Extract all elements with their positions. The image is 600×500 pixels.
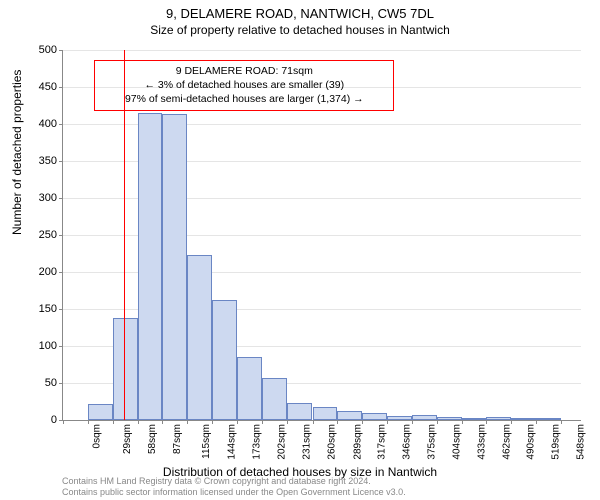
xtick-mark: [486, 420, 487, 424]
histogram-bar: [437, 417, 462, 420]
histogram-bar: [287, 403, 312, 420]
xtick-label: 462sqm: [501, 424, 512, 460]
xtick-mark: [88, 420, 89, 424]
xtick-mark: [63, 420, 64, 424]
histogram-bar: [237, 357, 262, 420]
xtick-mark: [162, 420, 163, 424]
histogram-bar: [462, 418, 486, 420]
plot-area: 0501001502002503003504004505000sqm29sqm5…: [62, 50, 581, 421]
xtick-mark: [561, 420, 562, 424]
ytick-label: 0: [27, 414, 57, 426]
xtick-label: 0sqm: [91, 424, 102, 448]
xtick-label: 289sqm: [352, 424, 363, 460]
annotation-line: 97% of semi-detached houses are larger (…: [101, 92, 387, 106]
histogram-bar: [511, 418, 536, 420]
histogram-bar: [262, 378, 287, 420]
xtick-mark: [287, 420, 288, 424]
ytick-label: 350: [27, 155, 57, 167]
xtick-mark: [387, 420, 388, 424]
histogram-bar: [362, 413, 387, 420]
histogram-bar: [337, 411, 362, 420]
ytick-label: 400: [27, 118, 57, 130]
xtick-mark: [113, 420, 114, 424]
ytick-mark: [59, 235, 63, 236]
histogram-bar: [187, 255, 212, 420]
ytick-label: 150: [27, 303, 57, 315]
xtick-label: 260sqm: [327, 424, 338, 460]
xtick-label: 173sqm: [252, 424, 263, 460]
histogram-bar: [88, 404, 113, 420]
xtick-label: 548sqm: [576, 424, 587, 460]
ytick-mark: [59, 50, 63, 51]
ytick-label: 100: [27, 340, 57, 352]
footer-line-1: Contains HM Land Registry data © Crown c…: [62, 476, 406, 487]
xtick-mark: [511, 420, 512, 424]
xtick-label: 490sqm: [526, 424, 537, 460]
xtick-label: 58sqm: [147, 424, 158, 454]
ytick-mark: [59, 272, 63, 273]
histogram-bar: [536, 418, 561, 420]
xtick-mark: [437, 420, 438, 424]
footer-line-2: Contains public sector information licen…: [62, 487, 406, 498]
xtick-mark: [212, 420, 213, 424]
xtick-mark: [412, 420, 413, 424]
ytick-label: 250: [27, 229, 57, 241]
xtick-label: 115sqm: [201, 424, 212, 459]
xtick-label: 317sqm: [376, 424, 387, 460]
xtick-mark: [337, 420, 338, 424]
xtick-mark: [237, 420, 238, 424]
xtick-mark: [536, 420, 537, 424]
histogram-bar: [138, 113, 162, 420]
ytick-label: 450: [27, 81, 57, 93]
ytick-mark: [59, 87, 63, 88]
histogram-bar: [387, 416, 412, 420]
xtick-label: 87sqm: [172, 424, 183, 454]
ytick-label: 200: [27, 266, 57, 278]
xtick-mark: [138, 420, 139, 424]
xtick-label: 202sqm: [277, 424, 288, 460]
ytick-mark: [59, 309, 63, 310]
histogram-bar: [412, 415, 437, 420]
xtick-label: 231sqm: [302, 424, 313, 460]
page-title: 9, DELAMERE ROAD, NANTWICH, CW5 7DL: [0, 0, 600, 21]
xtick-label: 144sqm: [227, 424, 238, 460]
histogram-bar: [212, 300, 237, 420]
xtick-mark: [362, 420, 363, 424]
xtick-label: 404sqm: [451, 424, 462, 460]
xtick-label: 433sqm: [476, 424, 487, 460]
y-axis-label: Number of detached properties: [10, 70, 24, 235]
ytick-label: 500: [27, 44, 57, 56]
ytick-mark: [59, 383, 63, 384]
xtick-label: 519sqm: [551, 424, 562, 460]
xtick-mark: [187, 420, 188, 424]
histogram-bar: [113, 318, 138, 420]
histogram-chart: 0501001502002503003504004505000sqm29sqm5…: [62, 50, 580, 420]
gridline: [63, 50, 581, 51]
ytick-mark: [59, 346, 63, 347]
histogram-bar: [313, 407, 337, 420]
xtick-mark: [313, 420, 314, 424]
ytick-mark: [59, 198, 63, 199]
ytick-label: 300: [27, 192, 57, 204]
ytick-mark: [59, 161, 63, 162]
annotation-line: 9 DELAMERE ROAD: 71sqm: [101, 64, 387, 78]
xtick-mark: [262, 420, 263, 424]
chart-container: 9, DELAMERE ROAD, NANTWICH, CW5 7DL Size…: [0, 0, 600, 500]
ytick-mark: [59, 124, 63, 125]
xtick-label: 375sqm: [426, 424, 437, 460]
annotation-line: ← 3% of detached houses are smaller (39): [101, 78, 387, 92]
footer-attribution: Contains HM Land Registry data © Crown c…: [62, 476, 406, 498]
histogram-bar: [486, 417, 511, 420]
histogram-bar: [162, 114, 187, 420]
xtick-label: 346sqm: [401, 424, 412, 460]
annotation-box: 9 DELAMERE ROAD: 71sqm← 3% of detached h…: [94, 60, 394, 111]
xtick-mark: [462, 420, 463, 424]
page-subtitle: Size of property relative to detached ho…: [0, 21, 600, 37]
ytick-label: 50: [27, 377, 57, 389]
xtick-label: 29sqm: [122, 424, 133, 454]
